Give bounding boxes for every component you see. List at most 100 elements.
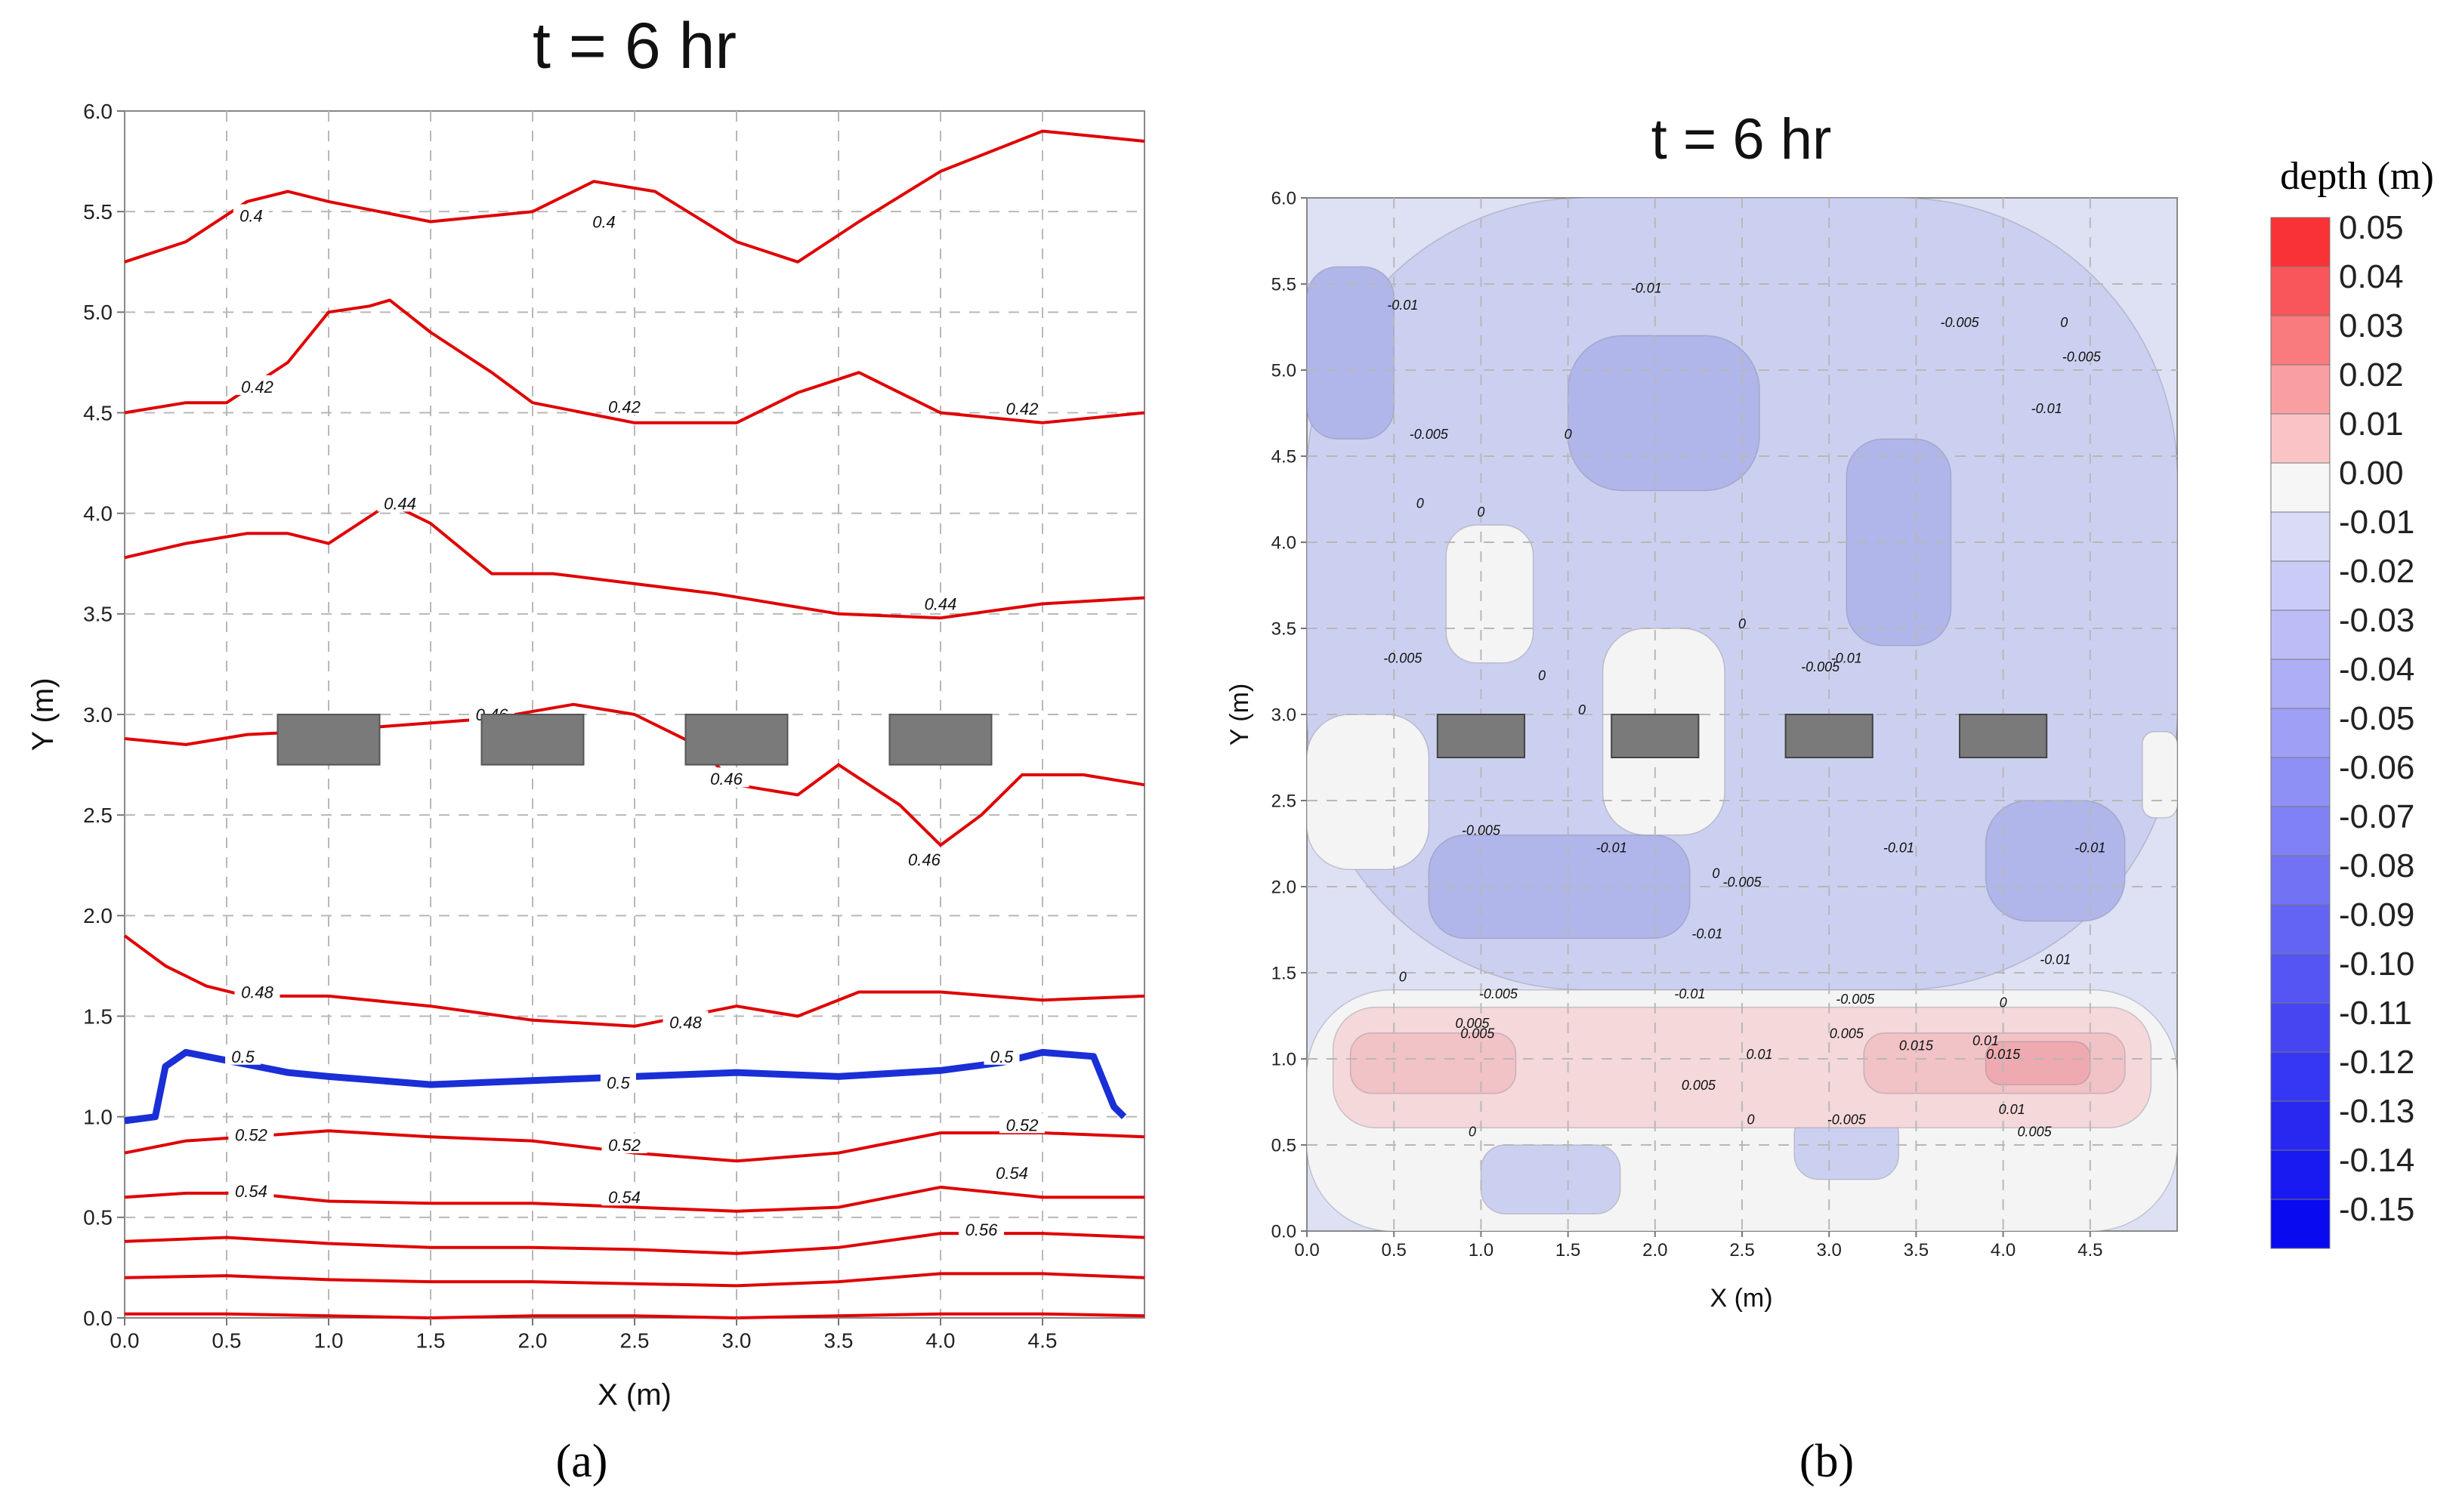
depth-region [1985,800,2126,922]
y-tick-label: 1.5 [83,1004,113,1028]
colorbar-tick-label: -0.08 [2339,847,2414,884]
x-tick-label: 0.0 [1294,1240,1319,1261]
depth-region [1349,1032,1517,1094]
contour-label: -0.005 [1801,659,1840,674]
contour-label: 0 [2060,315,2068,330]
contour-label: 0.5 [231,1048,255,1066]
panel-a-y-axis-label: Y (m) [26,677,60,751]
colorbar-swatch [2270,462,2331,513]
depth-region [1480,1144,1621,1214]
contour-label: -0.01 [1631,280,1662,295]
contour-label-bg [918,592,963,613]
contour-line [124,1048,1127,1125]
colorbar-swatch [2270,757,2331,807]
contour-label: 0.005 [1455,1016,1490,1031]
x-tick-label: 4.5 [1028,1328,1058,1352]
panel-b-obstacles [1436,714,2048,758]
colorbar-tick-label: -0.05 [2339,700,2414,737]
depth-region [1567,335,1760,492]
x-tick-label: 1.5 [1555,1240,1580,1261]
contour-line [125,1312,1145,1319]
contour-label: 0 [2000,995,2007,1011]
colorbar-swatch [2270,609,2331,660]
contour-label: 0.52 [235,1126,267,1145]
contour-label: 0 [1469,1125,1476,1140]
contour-label: -0.005 [2062,350,2102,365]
colorbar-tick-label: 0.03 [2339,307,2404,344]
colorbar-tick-label: -0.02 [2339,553,2414,590]
contour-label-bg [959,1217,1004,1238]
contour-label: 0.4 [239,206,263,225]
y-tick-label: 3.0 [1271,705,1296,725]
depth-region [1306,714,1430,870]
contour-label: 0 [1416,495,1424,511]
colorbar-tick-label: 0.02 [2339,356,2404,393]
obstacle-block [480,714,585,766]
colorbar-swatch [2270,855,2331,906]
contour-line [124,501,1145,620]
colorbar-tick-label: -0.01 [2339,504,2414,541]
panel-b-x-ticks: 0.0 0.5 1.0 1.5 2.0 2.5 3.0 3.5 4.0 4.5 [1294,1231,2102,1261]
colorbar-swatch [2270,315,2331,366]
colorbar-swatch [2270,364,2331,415]
contour-label: -0.01 [2040,952,2071,967]
panel-a-contour-labels: 0.40.40.420.420.420.440.440.460.460.460.… [225,204,1045,1239]
contour-label: 0 [1738,616,1746,631]
contour-label: 0.005 [2018,1125,2053,1140]
contour-label: -0.01 [1387,298,1418,313]
colorbar-tick-labels: 0.05 0.04 0.03 0.02 0.01 0.00 -0.01 -0.02 -0.03 -… [2339,209,2414,1228]
colorbar-tick-label: -0.06 [2339,749,2414,786]
x-tick-label: 2.0 [518,1328,548,1352]
contour-label-bg [601,1186,647,1206]
contour-label-bg [228,1123,274,1143]
contour-label: 0.01 [1972,1033,1999,1048]
colorbar-swatch [2270,806,2331,856]
colorbar-swatch [2270,560,2331,611]
contour-label: 0.46 [710,770,743,788]
depth-region [2142,731,2178,819]
y-tick-label: 5.5 [83,200,113,224]
contour-label-bg [586,210,622,230]
colorbar: depth (m) 0.05 0.04 0.03 0.02 0.01 0.00 -0.01 -… [2270,155,2434,1249]
y-tick-label: 0.5 [1271,1135,1296,1156]
y-tick-label: 4.5 [83,401,113,424]
contour-label: 0.005 [1830,1026,1864,1041]
y-tick-label: 3.5 [83,603,113,626]
contour-label-bg [601,1133,647,1153]
contour-label-bg [999,1113,1045,1134]
colorbar-swatch [2270,659,2331,709]
contour-label: 0.42 [241,378,273,397]
obstacle-block [1436,714,1526,758]
y-tick-label: 3.0 [83,703,113,727]
contour-label-bg [234,980,280,1001]
panel-a-title: t = 6 hr [533,10,737,82]
colorbar-tick-label: -0.09 [2339,896,2414,933]
y-tick-label: 1.0 [1271,1049,1296,1069]
colorbar-swatch [2270,413,2331,464]
contour-label-bg [228,1180,274,1200]
contour-label-bg [703,767,749,788]
contour-label: 0.54 [235,1182,267,1201]
contour-label: -0.005 [1479,986,1518,1001]
y-tick-label: 2.5 [83,804,113,827]
y-tick-label: 1.5 [1271,963,1296,983]
x-tick-label: 4.0 [1991,1240,2016,1261]
colorbar-swatch [2270,511,2331,562]
colorbar-swatch [2270,1199,2331,1249]
contour-label-bg [234,375,280,395]
contour-label: 0.42 [608,398,641,417]
y-tick-label: 4.0 [83,501,113,525]
obstacle-block [1611,714,1700,758]
contour-label: 0.44 [384,494,416,513]
panel-b-title: t = 6 hr [1651,107,1832,171]
colorbar-swatch [2270,904,2331,955]
contour-label: -0.005 [1836,992,1875,1007]
panel-b-contour-labels: -0.01 -0.01 -0.005 0 -0.005 -0.01 -0.005 0 0 0 -0.… [1383,280,2105,1139]
contour-label-bg [377,492,423,512]
contour-label: 0.54 [996,1164,1028,1183]
obstacle-block [684,714,789,766]
colorbar-swatch [2270,708,2331,758]
colorbar-tick-label: -0.12 [2339,1044,2414,1081]
panel-b-y-ticks: 0.0 0.5 1.0 1.5 2.0 2.5 3.0 3.5 4.0 4.5 5.0 5.5 6.0 [1271,188,1307,1242]
contour-label: -0.005 [1940,315,1979,330]
